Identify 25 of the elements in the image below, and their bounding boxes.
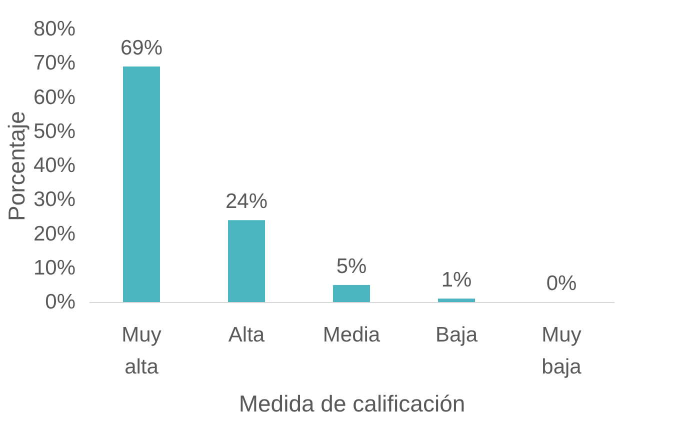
bar	[228, 220, 265, 302]
x-axis-title: Medida de calificación	[238, 390, 466, 416]
x-tick-label: Muy baja	[542, 324, 582, 378]
bar	[123, 66, 160, 302]
data-label: 1%	[441, 268, 472, 292]
x-tick-label: Media	[322, 324, 380, 346]
y-tick-label: 30%	[33, 188, 76, 212]
data-label: 0%	[546, 272, 577, 295]
bar	[333, 284, 370, 302]
y-tick-label: 40%	[33, 154, 76, 177]
y-tick-label: 50%	[33, 120, 76, 143]
x-tick-label: Baja	[435, 324, 478, 346]
y-tick-label: 60%	[33, 86, 76, 109]
bar	[438, 298, 475, 302]
x-tick-label: Alta	[228, 324, 265, 346]
data-label: 5%	[336, 254, 367, 278]
data-label: 24%	[225, 190, 268, 214]
y-tick-label: 10%	[33, 256, 76, 280]
y-tick-label: 0%	[45, 290, 76, 314]
y-tick-label: 80%	[33, 18, 76, 40]
data-label: 69%	[120, 36, 163, 60]
y-axis-title: Porcentaje	[3, 111, 30, 221]
y-tick-label: 70%	[33, 52, 76, 75]
y-tick-label: 20%	[33, 222, 76, 246]
x-tick-label: Muy alta	[122, 324, 162, 378]
